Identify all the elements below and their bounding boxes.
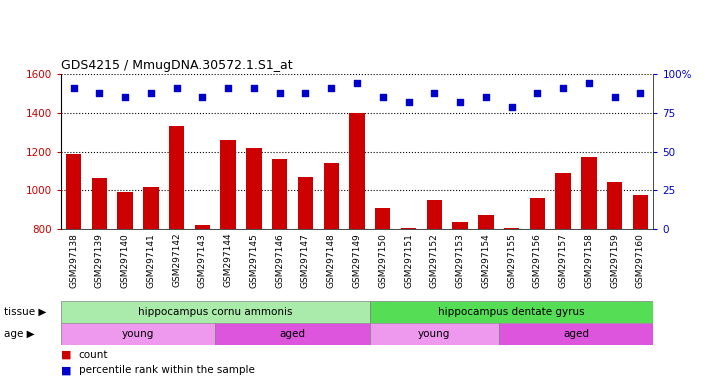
Point	[223, 85, 234, 91]
Bar	[298, 177, 313, 229]
Bar	[349, 113, 365, 229]
Bar	[633, 195, 648, 229]
Bar	[61, 323, 216, 345]
Text: GSM297146: GSM297146	[275, 233, 284, 288]
Bar	[272, 159, 288, 229]
Text: GSM297160: GSM297160	[636, 233, 645, 288]
Text: GSM297138: GSM297138	[69, 233, 78, 288]
Point	[94, 90, 105, 96]
Bar	[246, 148, 261, 229]
Text: GSM297141: GSM297141	[146, 233, 156, 288]
Text: young: young	[418, 329, 451, 339]
Bar	[169, 126, 184, 229]
Point	[326, 85, 337, 91]
Point	[506, 104, 518, 110]
Text: GSM297154: GSM297154	[481, 233, 491, 288]
Text: tissue ▶: tissue ▶	[4, 307, 46, 317]
Point	[248, 85, 260, 91]
Text: young: young	[122, 329, 154, 339]
Point	[377, 94, 388, 101]
Text: GDS4215 / MmugDNA.30572.1.S1_at: GDS4215 / MmugDNA.30572.1.S1_at	[61, 59, 292, 72]
Text: ■: ■	[61, 365, 71, 376]
Bar	[426, 200, 442, 229]
Point	[274, 90, 286, 96]
Text: aged: aged	[280, 329, 306, 339]
Bar	[453, 222, 468, 229]
Text: GSM297145: GSM297145	[249, 233, 258, 288]
Point	[68, 85, 79, 91]
Point	[171, 85, 182, 91]
Point	[480, 94, 491, 101]
Bar	[478, 215, 493, 229]
Text: GSM297155: GSM297155	[507, 233, 516, 288]
Point	[428, 90, 440, 96]
Text: GSM297143: GSM297143	[198, 233, 207, 288]
Bar	[323, 163, 339, 229]
Text: GSM297149: GSM297149	[353, 233, 361, 288]
Bar	[66, 154, 81, 229]
Bar	[143, 187, 159, 229]
Text: GSM297159: GSM297159	[610, 233, 619, 288]
Text: GSM297150: GSM297150	[378, 233, 387, 288]
Text: aged: aged	[563, 329, 589, 339]
Text: hippocampus dentate gyrus: hippocampus dentate gyrus	[438, 307, 585, 317]
Point	[609, 94, 620, 101]
Point	[635, 90, 646, 96]
Point	[119, 94, 131, 101]
Bar	[530, 198, 545, 229]
Point	[300, 90, 311, 96]
Text: percentile rank within the sample: percentile rank within the sample	[79, 365, 254, 376]
Bar	[195, 225, 210, 229]
Text: GSM297157: GSM297157	[558, 233, 568, 288]
Text: ■: ■	[61, 350, 71, 360]
Text: GSM297158: GSM297158	[584, 233, 593, 288]
Point	[351, 80, 363, 86]
Bar	[498, 323, 653, 345]
Text: count: count	[79, 350, 108, 360]
Point	[454, 99, 466, 105]
Text: GSM297144: GSM297144	[223, 233, 233, 287]
Bar	[504, 228, 519, 229]
Text: age ▶: age ▶	[4, 329, 34, 339]
Bar	[61, 301, 370, 323]
Text: GSM297156: GSM297156	[533, 233, 542, 288]
Point	[558, 85, 569, 91]
Bar	[370, 323, 498, 345]
Bar	[581, 157, 597, 229]
Point	[145, 90, 156, 96]
Point	[532, 90, 543, 96]
Text: GSM297140: GSM297140	[121, 233, 130, 288]
Bar	[221, 140, 236, 229]
Text: GSM297142: GSM297142	[172, 233, 181, 287]
Bar	[555, 173, 571, 229]
Text: GSM297153: GSM297153	[456, 233, 465, 288]
Text: GSM297148: GSM297148	[327, 233, 336, 288]
Point	[196, 94, 208, 101]
Bar	[607, 182, 623, 229]
Text: GSM297152: GSM297152	[430, 233, 439, 288]
Bar	[401, 228, 416, 229]
Text: GSM297139: GSM297139	[95, 233, 104, 288]
Point	[583, 80, 595, 86]
Bar	[117, 192, 133, 229]
Bar	[375, 208, 391, 229]
Point	[403, 99, 414, 105]
Bar	[216, 323, 370, 345]
Bar	[370, 301, 653, 323]
Bar	[91, 178, 107, 229]
Text: hippocampus cornu ammonis: hippocampus cornu ammonis	[138, 307, 293, 317]
Text: GSM297151: GSM297151	[404, 233, 413, 288]
Text: GSM297147: GSM297147	[301, 233, 310, 288]
